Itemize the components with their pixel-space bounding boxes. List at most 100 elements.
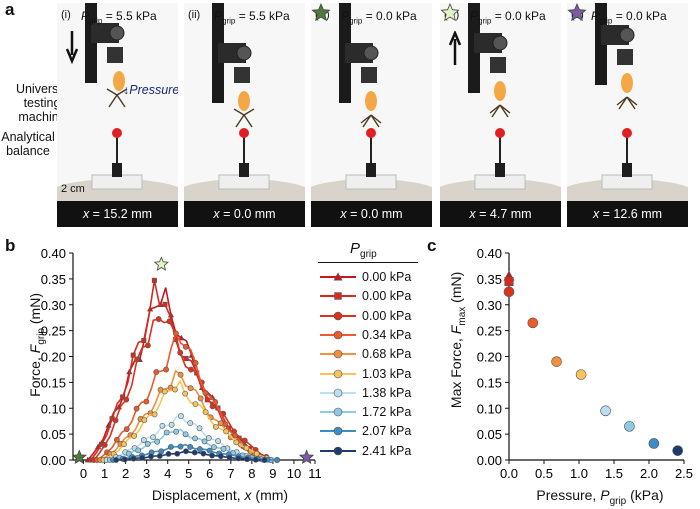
panel-c-x-tick-label: 1.5 <box>605 466 623 481</box>
panel-c-data-point <box>624 421 635 432</box>
panel-b-data-point <box>148 453 154 460</box>
panel-b-data-point <box>162 301 168 307</box>
panel-b-x-tick-label: 5 <box>185 466 192 481</box>
panel-b-data-point <box>131 433 138 439</box>
panel-b-y-tick-label: 0.00 <box>41 453 66 468</box>
frame-star-marker <box>440 3 460 22</box>
panel-b-data-point <box>187 444 194 450</box>
legend-item: 1.03 kPa <box>318 365 418 384</box>
panel-b-data-point <box>182 431 189 438</box>
panel-b-data-point <box>123 426 130 433</box>
panel-b-data-point <box>123 396 130 403</box>
panel-c-data-point <box>551 356 562 367</box>
panel-b-data-point <box>243 445 250 451</box>
panel-b-data-point <box>178 334 185 341</box>
frame-displacement: x = 4.7 mm <box>440 201 561 227</box>
panel-b-data-point <box>130 455 137 462</box>
frame-pressure: Pgrip = 5.5 kPa <box>81 9 157 26</box>
pressure-annotation: ↓Pressure <box>123 83 178 97</box>
legend-item: 2.41 kPa <box>318 442 418 461</box>
legend-label: 2.07 kPa <box>362 424 412 439</box>
legend-item: 0.00 kPa <box>318 287 418 306</box>
panel-b-x-tick-label: 6 <box>206 466 213 481</box>
legend-marker <box>333 272 343 281</box>
panel-a-letter: a <box>5 0 15 19</box>
panel-b-x-tick-label: 4 <box>164 466 171 481</box>
balance-label: Analytical balance <box>1 130 55 158</box>
panel-b-x-tick-label: 2 <box>122 466 129 481</box>
panel-c-ylabel: Max Force, Fmax (mN) <box>448 271 468 409</box>
panel-c-xlabel: Pressure, Pgrip (kPa) <box>536 487 664 507</box>
panel-b-data-point <box>173 428 180 435</box>
panel-b-data-point <box>274 457 281 463</box>
panel-b-data-point <box>141 417 148 423</box>
panel-b-data-point <box>187 385 194 392</box>
panel-b-data-point <box>165 451 172 457</box>
panel-c-data-point <box>575 369 587 380</box>
panel-b-data-point <box>177 443 184 450</box>
panel-b-x-tick-label: 1 <box>101 466 108 481</box>
panel-c-y-tick-label: 0.30 <box>477 298 502 313</box>
panel-b-xlabel: Displacement, x (mm) <box>151 487 289 503</box>
frame-pressure: Pgrip = 0.0 kPa <box>341 9 417 26</box>
legend-label: 0.34 kPa <box>362 327 412 342</box>
frame-star-marker <box>311 3 331 22</box>
legend-marker <box>333 349 343 359</box>
legend-label: 0.00 kPa <box>362 270 412 284</box>
panel-b-x-tick-label: 7 <box>227 466 234 481</box>
legend-item: 1.38 kPa <box>318 384 418 403</box>
panel-c-y-tick-label: 0.05 <box>477 427 502 442</box>
photo-frame: (ii) Pgrip = 5.5 kPa x = 0.0 mm <box>184 3 305 227</box>
panel-c-data-point <box>527 317 539 329</box>
panel-b-data-point <box>156 453 163 459</box>
panel-b-data-point <box>121 441 127 448</box>
panel-c-data-point <box>503 286 515 298</box>
panel-b-data-point <box>217 420 224 427</box>
legend-marker <box>333 407 343 417</box>
panel-b-data-point <box>217 453 224 460</box>
panel-b-data-point <box>178 413 184 419</box>
panel-b-data-point <box>187 420 194 426</box>
panel-c-letter: c <box>427 236 437 255</box>
panel-b-data-point <box>163 366 169 373</box>
panel-b-data-point <box>172 386 178 393</box>
panel-b-data-point <box>141 337 147 344</box>
panel-b-data-point <box>202 389 209 396</box>
arrow-down-icon <box>65 31 79 65</box>
panel-b-data-point <box>196 425 203 432</box>
panel-b-y-tick-label: 0.35 <box>41 272 66 287</box>
panel-b-data-point <box>177 349 184 356</box>
panel-b-data-point <box>151 277 157 283</box>
panel-b-data-point <box>144 441 151 447</box>
panel-b-data-point <box>191 449 198 456</box>
utm-label: Universal testing machine <box>15 82 69 124</box>
frame-pressure: Pgrip = 5.5 kPa <box>214 9 290 26</box>
panel-b-data-point <box>192 401 199 408</box>
panel-b-data-point <box>182 343 189 350</box>
panel-b-data-point <box>201 438 208 445</box>
legend-marker <box>333 330 343 340</box>
panel-b-letter: b <box>5 236 16 255</box>
legend-divider <box>318 262 418 263</box>
legend-item: 2.07 kPa <box>318 422 418 441</box>
panel-b-x-tick-label: 3 <box>143 466 150 481</box>
legend-label: 2.41 kPa <box>362 443 412 458</box>
panel-c-y-tick-label: 0.35 <box>477 272 502 287</box>
panel-b-data-point <box>211 444 217 451</box>
panel-b-data-point <box>220 446 227 452</box>
photo-frame: (i) Pgrip = 5.5 kPa x = 15.2 mm ↓Pressure 2 … <box>57 3 178 227</box>
panel-b-x-tick-label: 0 <box>80 466 87 481</box>
legend-label: 0.68 kPa <box>362 347 412 362</box>
legend-marker <box>333 446 343 455</box>
panel-b-data-point <box>125 450 132 457</box>
legend-label: 0.00 kPa <box>362 308 412 323</box>
panel-b-data-point <box>209 403 216 410</box>
panel-b-y-tick-label: 0.05 <box>41 427 66 442</box>
panel-b-data-point <box>113 436 120 443</box>
panel-b-series-line <box>90 280 271 461</box>
panel-b-data-point <box>140 437 147 443</box>
panel-b-data-point <box>159 422 166 429</box>
panel-b-data-point <box>215 438 221 444</box>
panel-b-y-tick-label: 0.25 <box>41 324 66 339</box>
